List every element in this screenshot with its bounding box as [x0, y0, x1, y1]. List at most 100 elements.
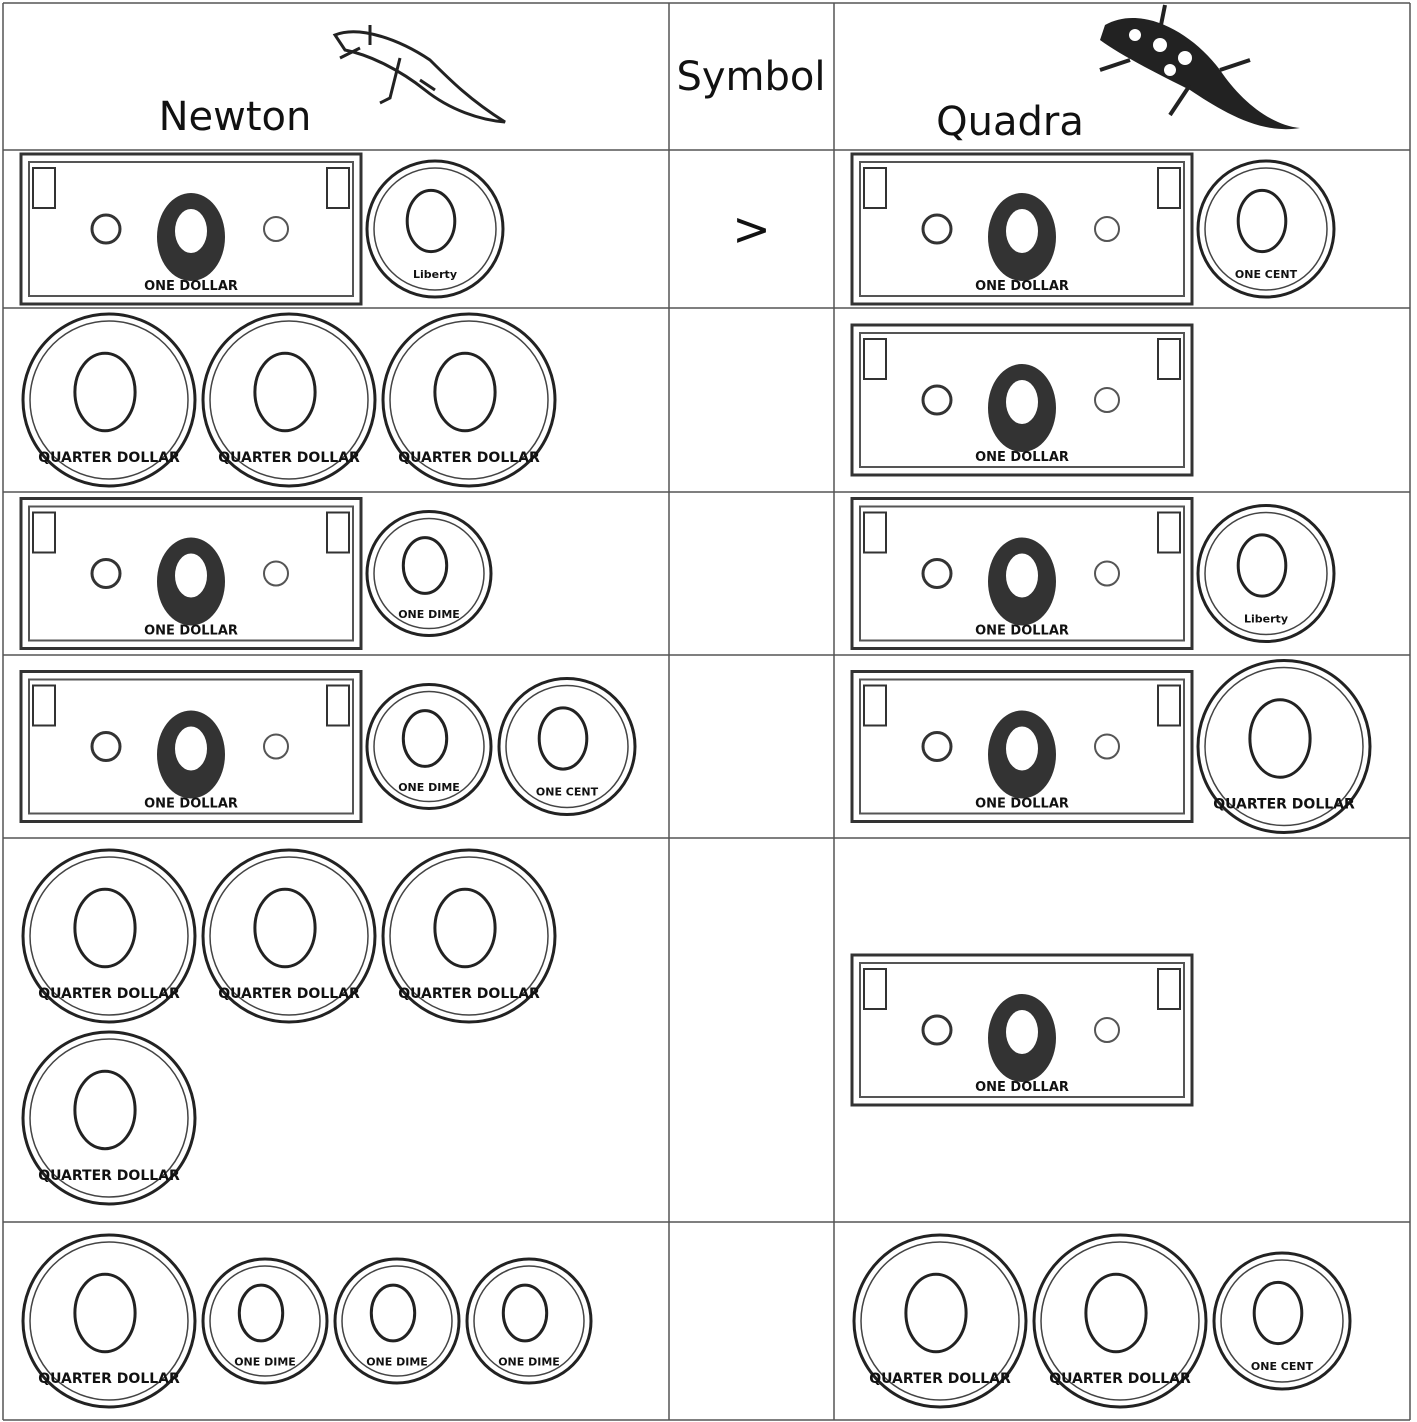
coin-text: QUARTER DOLLAR — [1213, 796, 1355, 812]
column-header: Quadra — [936, 99, 1084, 145]
coin-rim — [29, 1038, 189, 1198]
portrait-face — [175, 553, 207, 598]
column-header: Symbol — [676, 54, 825, 100]
coin-rim — [1204, 511, 1328, 636]
coin-text: Liberty — [413, 268, 457, 281]
coin-edge — [497, 677, 637, 816]
bill-corner — [863, 968, 887, 1010]
bill-corner — [863, 684, 887, 727]
bill-corner — [863, 511, 887, 554]
coin-relief — [73, 1069, 137, 1151]
coin-relief — [237, 1283, 285, 1343]
bill-corner — [1157, 167, 1181, 209]
bill-corner — [863, 338, 887, 380]
bill-corner — [32, 167, 56, 209]
bill: ONE DOLLAR — [19, 670, 363, 823]
bill: ONE DOLLAR — [19, 152, 363, 306]
bill: ONE DOLLAR — [850, 323, 1194, 477]
coin: ONE CENT — [1196, 159, 1336, 299]
coin-text: QUARTER DOLLAR — [218, 450, 360, 466]
coin-text: QUARTER DOLLAR — [869, 1371, 1011, 1387]
coin-text: QUARTER DOLLAR — [1049, 1371, 1191, 1387]
coin-rim — [1204, 666, 1364, 827]
coin: ONE DIME — [365, 683, 493, 810]
coin: QUARTER DOLLAR — [381, 848, 557, 1024]
column-header: Newton — [159, 94, 312, 140]
bill: ONE DOLLAR — [19, 497, 363, 650]
seal — [263, 733, 289, 760]
coin-text: ONE DIME — [234, 1356, 296, 1369]
coin-relief — [73, 887, 137, 969]
seal — [921, 384, 953, 416]
coin-text: QUARTER DOLLAR — [38, 450, 180, 466]
coin-text: ONE CENT — [1251, 1360, 1314, 1373]
portrait-face — [175, 209, 207, 253]
coin-rim — [209, 320, 369, 480]
coin-relief — [904, 1272, 968, 1354]
coin-text: QUARTER DOLLAR — [38, 986, 180, 1002]
coin-text: ONE CENT — [1235, 268, 1298, 281]
coin-edge — [365, 159, 505, 299]
coin-relief — [401, 709, 449, 768]
bill-corner — [1157, 338, 1181, 380]
bill: ONE DOLLAR — [850, 670, 1194, 823]
coin: QUARTER DOLLAR — [381, 312, 557, 488]
seal — [921, 731, 953, 762]
coin-relief — [401, 536, 449, 595]
coin-rim — [341, 1265, 453, 1377]
coin-rim — [1220, 1259, 1344, 1383]
denomination: ONE DOLLAR — [975, 624, 1069, 639]
bill-corner — [1157, 511, 1181, 554]
portrait-face — [1006, 553, 1038, 598]
coin-relief — [405, 188, 457, 254]
coin-relief — [1252, 1280, 1304, 1346]
coin-relief — [253, 887, 317, 969]
bill: ONE DOLLAR — [850, 152, 1194, 306]
bill-corner — [32, 684, 56, 727]
coin-relief — [369, 1283, 417, 1343]
coin-edge — [365, 510, 493, 637]
coin: ONE DIME — [333, 1257, 461, 1385]
portrait-face — [1006, 209, 1038, 253]
coin: QUARTER DOLLAR — [852, 1233, 1028, 1409]
coin-text: ONE DIME — [366, 1356, 428, 1369]
seal — [921, 213, 953, 245]
coin-relief — [501, 1283, 549, 1343]
comparison-symbol: > — [732, 202, 771, 256]
coin-rim — [473, 1265, 585, 1377]
newt-drawing — [332, 25, 506, 124]
coin-edge — [852, 1233, 1028, 1409]
coin-relief — [537, 706, 589, 771]
bill-corner — [863, 167, 887, 209]
bill-corner — [326, 511, 350, 554]
seal — [921, 1014, 953, 1046]
coin: Liberty — [365, 159, 505, 299]
coin-edge — [21, 1030, 197, 1206]
coin-edge — [365, 683, 493, 810]
coin: ONE CENT — [497, 677, 637, 816]
coin-relief — [73, 351, 137, 433]
coin-rim — [389, 856, 549, 1016]
coin-edge — [1196, 659, 1372, 834]
coin-relief — [1084, 1272, 1148, 1354]
bill-frame — [859, 161, 1185, 297]
coin-edge — [1196, 159, 1336, 299]
coin: QUARTER DOLLAR — [1032, 1233, 1208, 1409]
coin: QUARTER DOLLAR — [21, 1233, 197, 1409]
bill-corner — [326, 167, 350, 209]
coin: QUARTER DOLLAR — [21, 1030, 197, 1206]
coin-rim — [209, 856, 369, 1016]
coin-relief — [433, 887, 497, 969]
bill: ONE DOLLAR — [850, 497, 1194, 650]
seal — [921, 558, 953, 589]
coin-rim — [1204, 167, 1328, 291]
denomination: ONE DOLLAR — [144, 624, 238, 639]
salamander-drawing — [1099, 4, 1300, 130]
coin-edge — [21, 1233, 197, 1409]
coin-rim — [373, 517, 485, 630]
coin-rim — [1040, 1241, 1200, 1401]
coin-text: QUARTER DOLLAR — [38, 1168, 180, 1184]
seal — [1094, 1017, 1120, 1043]
